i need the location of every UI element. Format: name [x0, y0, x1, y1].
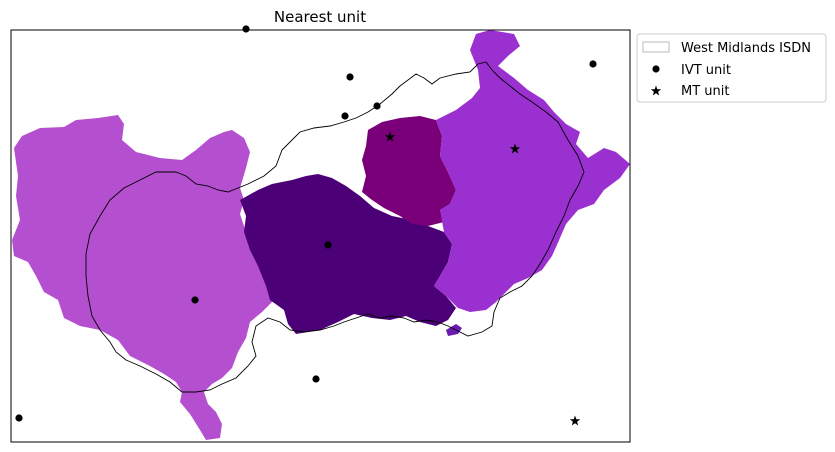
east-catchment-fragment [446, 324, 462, 336]
legend-ivt-marker-icon [652, 65, 660, 73]
ivt-unit-marker [346, 73, 354, 81]
ivt-unit-marker [312, 375, 320, 383]
ivt-unit-marker [191, 296, 199, 304]
ivt-unit-marker [589, 60, 597, 68]
mt-unit-marker [509, 143, 521, 154]
ivt-units [15, 25, 597, 422]
north-central-catchment-region [362, 116, 456, 226]
legend-mt-star-icon [650, 85, 662, 96]
legend-box [636, 33, 827, 103]
mt-units [384, 131, 581, 426]
map-frame [10, 29, 631, 443]
legend-label-ivt: IVT unit [681, 63, 731, 78]
ivt-unit-marker [242, 25, 250, 33]
legend-boundary-swatch [642, 41, 670, 53]
isdn-boundary [85, 61, 585, 393]
legend-label-mt: MT unit [681, 84, 729, 99]
ivt-unit-marker [373, 102, 381, 110]
west-catchment-region [12, 115, 274, 440]
east-catchment-region [434, 30, 630, 312]
central-catchment-region [240, 174, 456, 334]
ivt-unit-marker [341, 112, 349, 120]
map-area [12, 30, 630, 440]
ivt-unit-marker [15, 414, 23, 422]
map-title: Nearest unit [274, 8, 366, 26]
mt-unit-marker [384, 131, 396, 142]
ivt-unit-marker [324, 241, 332, 249]
legend-label-isdn: West Midlands ISDN [681, 41, 811, 56]
legend: West Midlands ISDN IVT unit MT unit [636, 33, 827, 103]
mt-unit-marker [569, 415, 581, 426]
